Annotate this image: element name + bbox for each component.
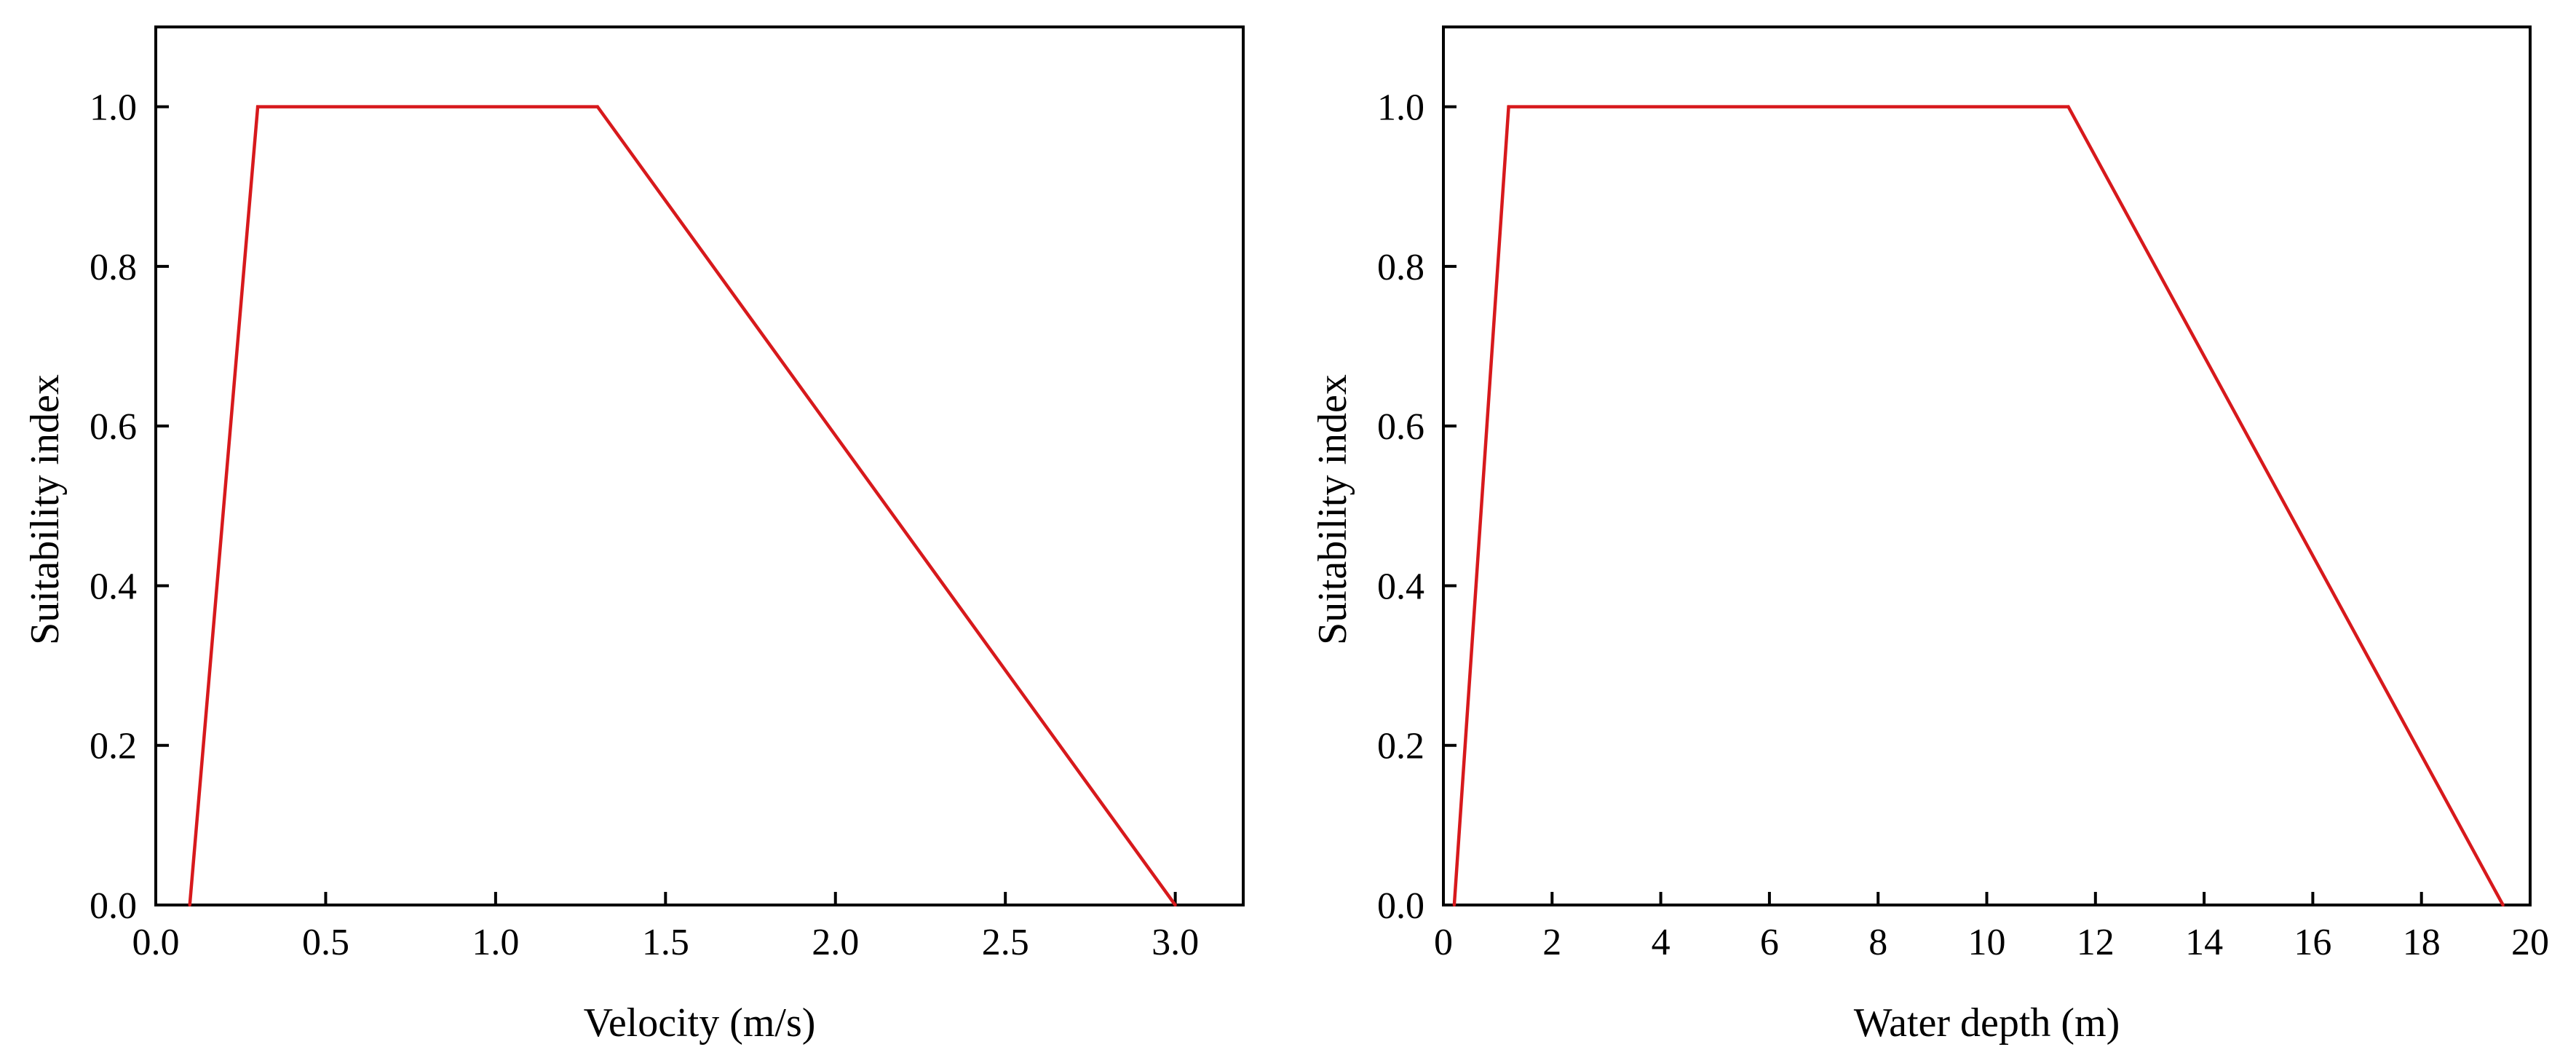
- x-tick-label: 6: [1760, 922, 1779, 963]
- x-tick-label: 10: [1968, 922, 2006, 963]
- data-point: [1452, 903, 1457, 907]
- x-tick-label: 1.5: [642, 922, 689, 963]
- y-tick-label: 0.6: [1377, 406, 1424, 448]
- x-tick-label: 14: [2185, 922, 2223, 963]
- x-axis-label: Velocity (m/s): [584, 1000, 816, 1046]
- series-line: [188, 105, 1177, 906]
- data-point: [1173, 903, 1177, 907]
- data-point: [1507, 105, 1510, 108]
- x-tick-label: 2: [1542, 922, 1561, 963]
- y-tick-label: 0.2: [1377, 726, 1424, 767]
- x-tick-label: 20: [2511, 922, 2549, 963]
- y-tick-label: 0.0: [90, 885, 137, 927]
- y-tick-label: 0.8: [90, 247, 137, 288]
- y-tick-label: 0.4: [90, 566, 137, 607]
- y-tick-label: 0.2: [90, 726, 137, 767]
- x-tick-label: 3.0: [1152, 922, 1199, 963]
- x-tick-label: 12: [2077, 922, 2115, 963]
- y-tick-label: 1.0: [1377, 87, 1424, 129]
- x-tick-label: 4: [1652, 922, 1671, 963]
- plot-frame: [1442, 25, 2532, 906]
- x-tick-label: 2.5: [982, 922, 1029, 963]
- x-tick-label: 0.0: [132, 922, 180, 963]
- x-tick-label: 0.5: [302, 922, 349, 963]
- plot-frame: [154, 25, 1245, 906]
- y-tick-label: 0.4: [1377, 566, 1424, 607]
- x-tick-label: 2.0: [812, 922, 859, 963]
- x-tick-label: 16: [2294, 922, 2331, 963]
- data-point: [2501, 903, 2505, 907]
- y-axis-label: Suitability index: [1310, 374, 1355, 645]
- y-tick-label: 0.6: [90, 406, 137, 448]
- y-axis-label: Suitability index: [23, 374, 68, 645]
- y-tick-label: 0.0: [1377, 885, 1424, 927]
- data-point: [595, 105, 600, 108]
- y-tick-label: 1.0: [90, 87, 137, 129]
- chart-1: 0.0 0.5 1.0 1.5 2.0 2.5 3.0 0.0 0.2 0.4 0.6 0.8 1.0 V…: [23, 25, 1245, 1046]
- x-tick-label: 1.0: [472, 922, 519, 963]
- x-tick-label: 18: [2403, 922, 2441, 963]
- data-point: [255, 105, 260, 108]
- x-tick-label: 0: [1434, 922, 1453, 963]
- data-point: [2066, 105, 2070, 108]
- data-point: [188, 903, 191, 907]
- series-line: [1452, 105, 2505, 906]
- x-axis-label: Water depth (m): [1854, 1000, 2120, 1046]
- y-tick-label: 0.8: [1377, 247, 1424, 288]
- x-tick-label: 8: [1868, 922, 1887, 963]
- chart-2: 0 2 4 6 8 10 12 14 16 18 20 0.0 0.2 0.4 0.6 0.8 1.0 Water…: [1310, 25, 2549, 1046]
